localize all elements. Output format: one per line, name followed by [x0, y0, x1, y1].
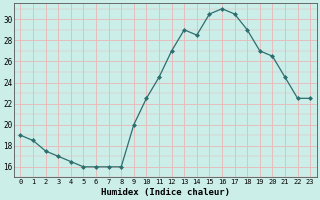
- X-axis label: Humidex (Indice chaleur): Humidex (Indice chaleur): [101, 188, 230, 197]
